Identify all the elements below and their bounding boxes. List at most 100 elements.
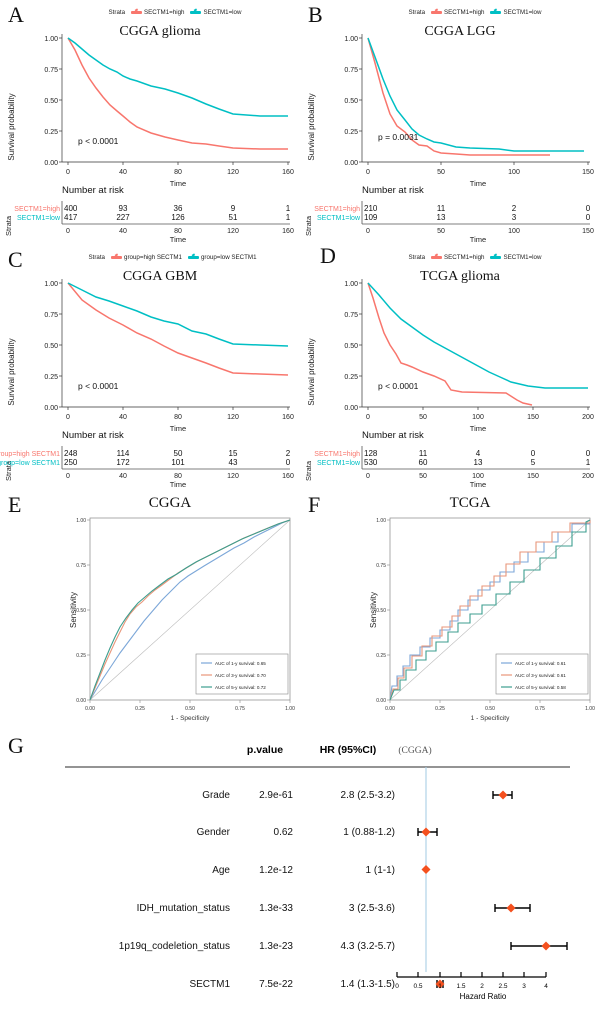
legend-label-high: SECTM1=high [444, 9, 485, 16]
panel-d-ylabel: Survival probability [307, 338, 316, 405]
xtick: 0.50 [185, 706, 195, 712]
risk-row: SECTM1=low 109 13 3 0 [317, 213, 591, 222]
xtick: 0 [66, 169, 70, 176]
panel-a-pvalue: p < 0.0001 [78, 136, 119, 146]
risk-row: SECTM1=high 128 11 4 0 0 [314, 449, 590, 458]
forest-row: Gender 0.62 1 (0.88-1.2) [197, 827, 438, 838]
curve-low [367, 37, 584, 152]
forest-row-label: Grade [202, 790, 230, 801]
ytick: 0.75 [376, 563, 386, 569]
risk-val: 93 [119, 204, 128, 213]
legend-key-low: SECTM1=low [490, 9, 541, 16]
forest-row-label: Age [212, 865, 230, 876]
forest-axis-tick: 1.5 [456, 983, 465, 990]
forest-row-hr: 1.4 (1.3-1.5) [341, 979, 395, 990]
xtick: 1.00 [285, 706, 295, 712]
forest-row-hr: 1 (0.88-1.2) [343, 827, 395, 838]
risk-val: 114 [117, 449, 130, 458]
risk-val: 43 [229, 458, 238, 467]
panel-c-xlabel: Time [170, 424, 186, 433]
xtick: 0.75 [235, 706, 245, 712]
legend-label-high: SECTM1=high [444, 254, 485, 261]
panel-d-pvalue: p < 0.0001 [378, 381, 419, 391]
panel-a-yaxis: 0.00 0.25 0.50 0.75 1.00 [44, 34, 63, 167]
panel-f-letter: F [308, 492, 321, 517]
panel-a-risk-title: Number at risk [62, 185, 124, 196]
forest-header-pvalue: p.value [247, 744, 283, 756]
roc-legend-item: AUC of 5-y survival: 0.72 [215, 685, 266, 690]
panel-a-xlabel: Time [170, 179, 186, 188]
panel-f-legend: AUC of 1-y survival: 0.61 AUC of 3-y sur… [495, 653, 589, 695]
ytick: 0.50 [44, 343, 58, 350]
ytick: 0.00 [44, 160, 58, 167]
strata-axis-label: Strata [304, 215, 313, 236]
roc-legend-item: AUC of 1-y survival: 0.65 [215, 661, 266, 666]
ytick: 0.50 [44, 98, 58, 105]
risk-val: 126 [171, 213, 185, 222]
risk-xtick: 160 [282, 473, 294, 480]
risk-xtick: 0 [66, 473, 70, 480]
forest-row-hr: 2.8 (2.5-3.2) [341, 790, 395, 801]
panel-c-legend: Strata group=high SECTM1 group=low SECTM… [45, 254, 300, 261]
panel-b-legend: Strata SECTM1=high SECTM1=low [355, 9, 595, 16]
risk-row-label: group=high SECTM1 [0, 451, 60, 458]
panel-c-risk-table: Strata group=high SECTM1 248 114 50 15 2… [0, 446, 294, 489]
legend-label-high: group=high SECTM1 [124, 254, 182, 261]
ytick: 0.00 [376, 698, 386, 704]
roc-legend-item: AUC of 1-y survival: 0.61 [515, 661, 566, 666]
risk-xtick: 40 [119, 473, 127, 480]
risk-xtick: 80 [174, 473, 182, 480]
xtick: 0.25 [435, 706, 445, 712]
risk-val: 250 [64, 458, 78, 467]
ytick: 0.00 [344, 405, 358, 412]
panel-c-title: CGGA GBM [122, 269, 198, 284]
forest-row-hr: 1 (1-1) [366, 865, 395, 876]
ytick: 0.50 [376, 608, 386, 614]
forest-row-label: Gender [197, 827, 231, 838]
panel-e-xlabel: 1 - Specificity [171, 715, 210, 722]
forest-row-pvalue: 1.2e-12 [259, 865, 293, 876]
risk-xtick: 100 [472, 473, 484, 480]
xtick: 50 [437, 169, 445, 176]
risk-val: 2 [512, 204, 517, 213]
risk-xtick: 0 [366, 228, 370, 235]
panel-d-risk-title: Number at risk [362, 430, 424, 441]
panel-a: A Strata SECTM1=high SECTM1=low CGGA gli… [0, 0, 300, 245]
legend-key-low: SECTM1=low [490, 254, 541, 261]
risk-row: group=high SECTM1 248 114 50 15 2 [0, 449, 291, 458]
risk-val: 227 [116, 213, 130, 222]
xtick: 120 [227, 169, 239, 176]
panel-b-letter: B [308, 2, 323, 27]
forest-axis-tick: 1 [438, 983, 442, 990]
risk-xtick: 150 [582, 228, 594, 235]
roc-curve-5y [89, 519, 291, 701]
panel-d-xaxis: 0 50 100 150 200 Time [362, 406, 594, 433]
ytick: 1.00 [76, 518, 86, 524]
panel-b-risk-table: Strata SECTM1=high 210 11 2 0 SECTM1=low… [304, 201, 594, 244]
xtick: 0 [366, 169, 370, 176]
ytick: 0.25 [44, 374, 58, 381]
risk-val: 51 [229, 213, 238, 222]
xtick: 150 [527, 414, 539, 421]
curve-high [67, 37, 288, 150]
risk-xtick: 160 [282, 228, 294, 235]
panel-c-risk-title: Number at risk [62, 430, 124, 441]
roc-curve-1y [89, 519, 291, 701]
xtick: 1.00 [585, 706, 595, 712]
panel-d-xlabel: Time [470, 424, 486, 433]
xtick: 120 [227, 414, 239, 421]
panel-e-title: CGGA [148, 495, 192, 511]
risk-val: 11 [419, 449, 428, 458]
forest-row: SECTM1 7.5e-22 1.4 (1.3-1.5) [189, 979, 445, 990]
risk-row-label: SECTM1=low [317, 215, 361, 222]
xtick: 100 [508, 169, 520, 176]
risk-val: 1 [286, 213, 291, 222]
ytick: 0.25 [44, 129, 58, 136]
curve-low [67, 37, 288, 117]
roc-legend-item: AUC of 5-y survival: 0.58 [515, 685, 566, 690]
risk-xtick: 120 [227, 473, 239, 480]
panel-e-letter: E [8, 492, 22, 517]
risk-val: 2 [286, 449, 291, 458]
strata-axis-label: Strata [4, 460, 13, 481]
panel-e-legend: AUC of 1-y survival: 0.65 AUC of 3-y sur… [195, 653, 289, 695]
